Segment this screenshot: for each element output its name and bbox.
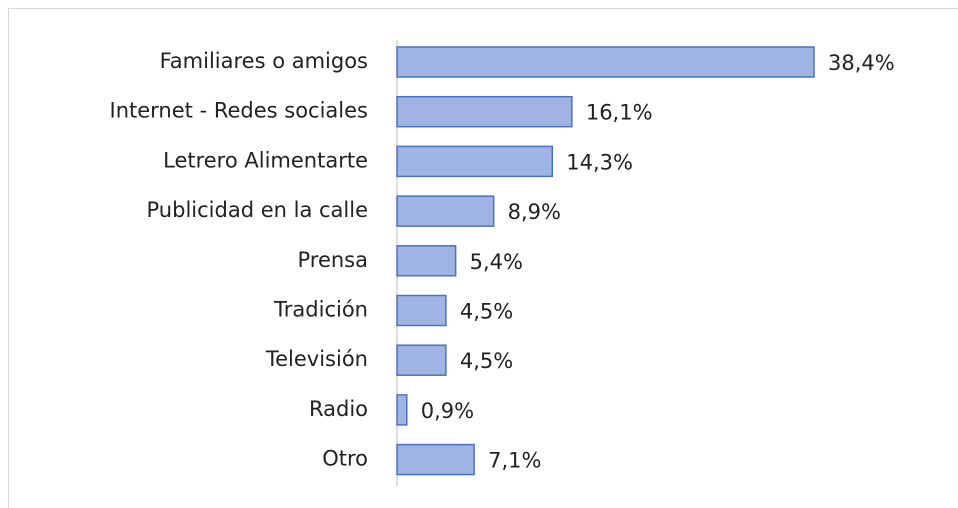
bar [396,443,475,476]
value-label: 5,4% [470,250,523,274]
value-label: 16,1% [586,101,653,125]
bar [396,294,447,327]
category-label: Publicidad en la calle [147,198,368,222]
category-label: Familiares o amigos [160,49,368,73]
category-label: Prensa [297,248,368,272]
bar [396,95,573,128]
value-label: 14,3% [566,150,633,174]
value-label: 4,5% [460,300,513,324]
value-label: 38,4% [828,51,895,75]
category-label: Otro [322,447,368,471]
value-label: 4,5% [460,349,513,373]
bar [396,195,495,227]
value-label: 8,9% [508,200,561,224]
bar [396,245,457,277]
category-label: Tradición [273,298,368,322]
category-label: Letrero Alimentarte [163,148,368,172]
category-label: Televisión [265,347,368,371]
category-label: Internet - Redes sociales [110,99,368,123]
category-label: Radio [309,397,368,421]
value-label: 7,1% [488,449,541,473]
bar [396,394,408,426]
bar [396,344,447,376]
chart-frame [8,8,958,508]
value-label: 0,9% [421,399,474,423]
bar [396,145,554,178]
bar [396,46,815,78]
